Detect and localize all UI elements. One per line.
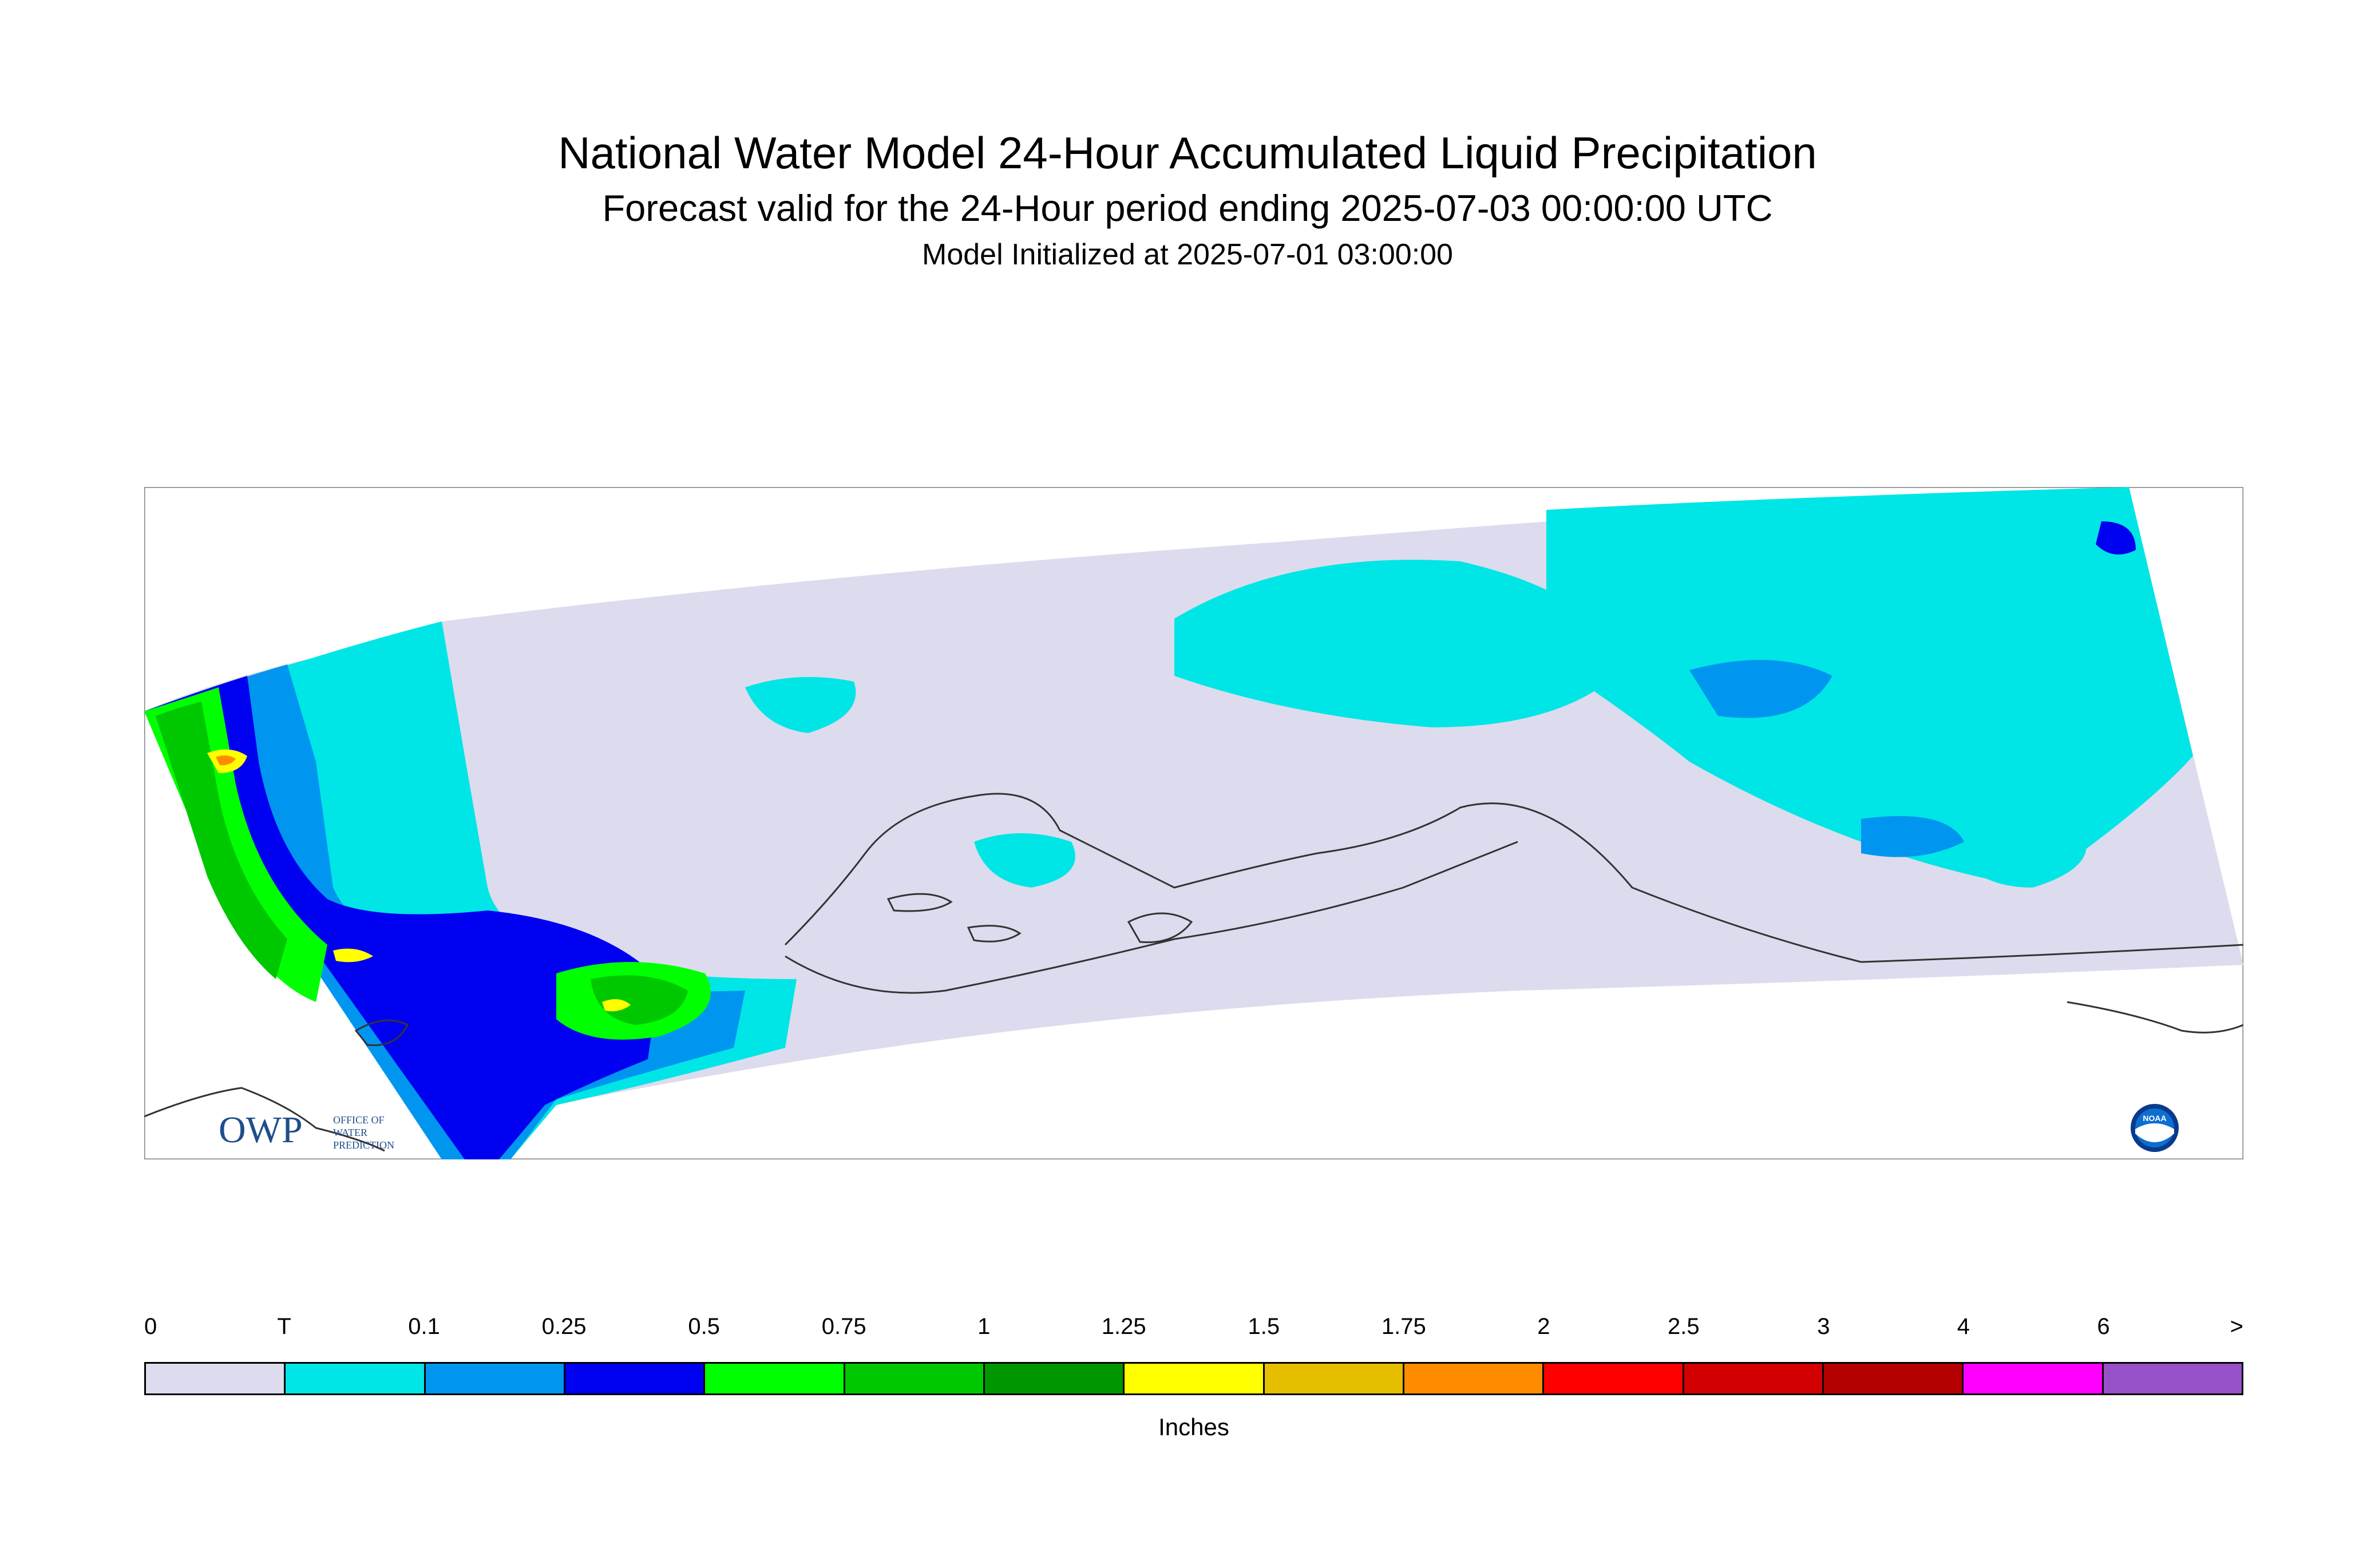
legend-label: 3: [1817, 1314, 1830, 1339]
legend-swatch-0: [146, 1364, 286, 1393]
legend-swatch-10: [1544, 1364, 1684, 1393]
st-lawrence-island: [886, 893, 953, 912]
legend-swatch-2: [425, 1364, 565, 1393]
legend-color-bar: [144, 1362, 2243, 1395]
owp-logo-line-2: WATER: [333, 1127, 367, 1138]
noaa-logo: NOAA: [2131, 1104, 2179, 1152]
legend-label: 6: [2097, 1314, 2110, 1339]
legend-swatch-5: [845, 1364, 985, 1393]
legend-swatch-1: [286, 1364, 426, 1393]
noaa-logo-gull: [2135, 1123, 2174, 1142]
owp-logo-letters: OWP: [219, 1109, 303, 1151]
precip-trace-alaska-pocket: [745, 677, 856, 733]
legend-label: 1: [977, 1314, 991, 1339]
precip-trace-northeast: [1546, 487, 2193, 888]
legend-swatch-3: [565, 1364, 706, 1393]
legend-label: 0: [144, 1314, 157, 1339]
legend-swatch-9: [1404, 1364, 1545, 1393]
aleutian-peninsula-coast: [785, 841, 1518, 994]
precip-trace-north-central: [1174, 560, 1632, 727]
precip-0.25-cell: [2096, 521, 2136, 555]
legend-label: 0.75: [821, 1314, 866, 1339]
chukotka-coast: [354, 1019, 409, 1047]
color-legend: 0 T 0.1 0.25 0.5 0.75 1 1.25 1.5 1.75 2 2.5 3 4 6 > Inc…: [144, 1314, 2243, 1440]
legend-swatch-12: [1823, 1364, 1964, 1393]
legend-swatch-6: [984, 1364, 1125, 1393]
legend-label: T: [277, 1314, 291, 1339]
precip-trace-south-east: [1947, 817, 2087, 888]
legend-label: 2: [1537, 1314, 1550, 1339]
nunivak-island: [967, 925, 1022, 943]
precip-0.75-west-band: [156, 702, 287, 979]
precip-trace-central-pocket: [974, 833, 1075, 888]
kamchatka-coast: [144, 1087, 385, 1152]
legend-swatch-11: [1684, 1364, 1824, 1393]
legend-swatch-13: [1964, 1364, 2104, 1393]
legend-swatch-4: [705, 1364, 845, 1393]
legend-label: 4: [1957, 1314, 1970, 1339]
legend-label: 1.25: [1101, 1314, 1146, 1339]
precipitation-map: OWP OFFICE OF WATER PREDICTION NOAA: [144, 487, 2243, 1159]
legend-swatch-7: [1125, 1364, 1265, 1393]
canada-coast: [2067, 1001, 2243, 1034]
map-title: National Water Model 24-Hour Accumulated…: [558, 128, 1817, 178]
legend-label: 0.5: [688, 1314, 720, 1339]
alaska-coastline: [784, 793, 2243, 963]
precip-0.75-southern-cluster: [591, 975, 688, 1025]
legend-label: 2.5: [1668, 1314, 1700, 1339]
precip-1.75-cell-west: [216, 755, 236, 766]
owp-logo-line-1: OFFICE OF: [333, 1114, 385, 1126]
precip-0.1-east: [1861, 816, 1964, 857]
legend-label: 0.25: [541, 1314, 587, 1339]
precip-0.1-northeast: [1689, 660, 1832, 718]
coastlines: [144, 793, 2243, 1152]
map-subtitle: Forecast valid for the 24-Hour period en…: [602, 187, 1773, 229]
owp-logo: OWP OFFICE OF WATER PREDICTION: [219, 1109, 394, 1151]
precip-0.25-west: [144, 676, 659, 1159]
owp-logo-line-3: PREDICTION: [333, 1139, 394, 1151]
legend-label: 1.5: [1248, 1314, 1280, 1339]
kodiak-island: [1127, 912, 1193, 944]
legend-swatch-8: [1264, 1364, 1404, 1393]
legend-label: 0.1: [408, 1314, 440, 1339]
heavy-precip-areas: [144, 687, 711, 1040]
noaa-logo-text: NOAA: [2143, 1114, 2166, 1123]
legend-label: 1.75: [1381, 1314, 1426, 1339]
legend-label: >: [2230, 1314, 2243, 1339]
legend-swatch-14: [2103, 1364, 2242, 1393]
legend-units: Inches: [1158, 1413, 1229, 1440]
precip-1.25-cell-south: [602, 999, 631, 1012]
moderate-precip-areas: [144, 521, 2136, 1159]
model-init-time: Model Initialized at 2025-07-01 03:00:00: [922, 238, 1453, 271]
precip-1.25-cell-southwest: [333, 948, 373, 963]
